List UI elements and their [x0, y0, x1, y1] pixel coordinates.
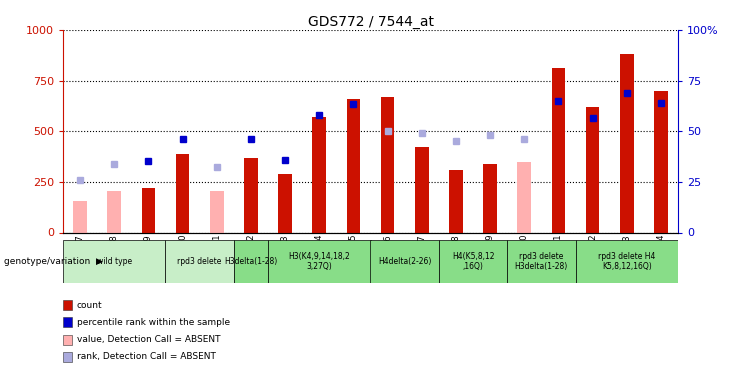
Text: wild type: wild type: [96, 257, 132, 266]
Bar: [507, 240, 576, 283]
Text: rpd3 delete
H3delta(1-28): rpd3 delete H3delta(1-28): [515, 252, 568, 271]
Bar: [313, 117, 326, 232]
Bar: [439, 240, 507, 283]
Bar: [73, 201, 87, 232]
Bar: [551, 69, 565, 232]
Bar: [576, 240, 678, 283]
Text: percentile rank within the sample: percentile rank within the sample: [77, 318, 230, 327]
Bar: [63, 317, 72, 327]
Bar: [63, 240, 165, 283]
Bar: [210, 191, 224, 232]
Bar: [620, 54, 634, 232]
Text: H3delta(1-28): H3delta(1-28): [225, 257, 278, 266]
Text: rpd3 delete H4
K5,8,12,16Q): rpd3 delete H4 K5,8,12,16Q): [598, 252, 656, 271]
Text: value, Detection Call = ABSENT: value, Detection Call = ABSENT: [77, 335, 220, 344]
Bar: [142, 188, 156, 232]
Bar: [268, 240, 370, 283]
Bar: [165, 240, 234, 283]
Bar: [63, 300, 72, 310]
Bar: [347, 99, 360, 232]
Bar: [415, 147, 428, 232]
Bar: [585, 107, 599, 232]
Text: genotype/variation  ▶: genotype/variation ▶: [4, 257, 102, 266]
Bar: [381, 97, 394, 232]
Text: H4(K5,8,12
,16Q): H4(K5,8,12 ,16Q): [452, 252, 494, 271]
Bar: [370, 240, 439, 283]
Bar: [234, 240, 268, 283]
Bar: [279, 174, 292, 232]
Title: GDS772 / 7544_at: GDS772 / 7544_at: [308, 15, 433, 29]
Bar: [244, 158, 258, 232]
Text: count: count: [77, 301, 102, 310]
Bar: [483, 164, 497, 232]
Bar: [176, 153, 190, 232]
Bar: [63, 352, 72, 362]
Bar: [63, 334, 72, 345]
Bar: [517, 162, 531, 232]
Text: rank, Detection Call = ABSENT: rank, Detection Call = ABSENT: [77, 352, 216, 361]
Text: rpd3 delete: rpd3 delete: [178, 257, 222, 266]
Text: H3(K4,9,14,18,2
3,27Q): H3(K4,9,14,18,2 3,27Q): [288, 252, 350, 271]
Bar: [107, 191, 121, 232]
Text: H4delta(2-26): H4delta(2-26): [378, 257, 431, 266]
Bar: [654, 91, 668, 232]
Bar: [449, 170, 462, 232]
